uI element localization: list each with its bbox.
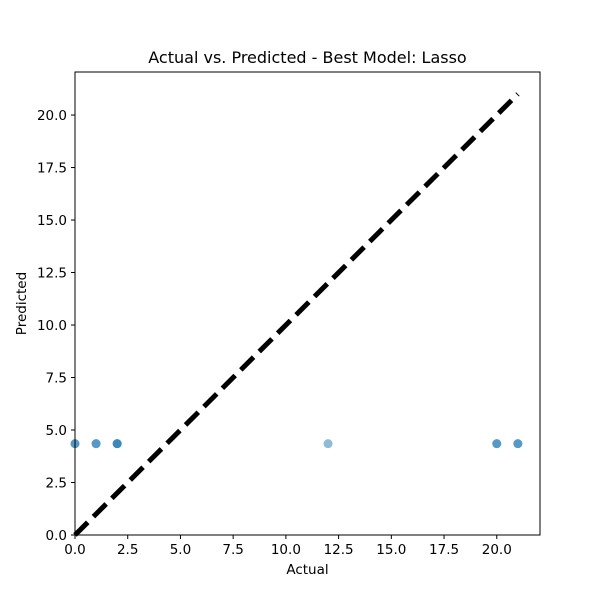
reference-line-group (73, 92, 520, 537)
x-tick-label: 5.0 (170, 542, 191, 558)
x-tick-label: 17.5 (429, 542, 459, 558)
x-tick-label: 15.0 (376, 542, 406, 558)
x-tick-label: 20.0 (482, 542, 512, 558)
data-point (91, 439, 101, 449)
data-points-group (70, 439, 523, 449)
y-axis: 0.0 2.5 5.0 7.5 10.0 12.5 15.0 17.5 20.0 (37, 108, 75, 544)
x-axis: 0.0 2.5 5.0 7.5 10.0 12.5 15.0 17.5 20.0 (64, 535, 512, 558)
chart-title: Actual vs. Predicted - Best Model: Lasso (148, 48, 466, 67)
reference-line (73, 92, 520, 537)
data-point (112, 439, 122, 449)
x-tick-label: 2.5 (117, 542, 138, 558)
y-tick-label: 15.0 (37, 213, 67, 229)
y-tick-label: 17.5 (37, 161, 67, 177)
x-axis-label: Actual (286, 562, 328, 578)
x-tick-label: 0.0 (64, 542, 85, 558)
plot-frame (74, 71, 541, 536)
y-tick-label: 0.0 (46, 528, 67, 544)
y-tick-label: 2.5 (46, 476, 67, 492)
x-tick-label: 7.5 (222, 542, 243, 558)
y-tick-label: 12.5 (37, 266, 67, 282)
data-point (492, 439, 502, 449)
y-tick-label: 10.0 (37, 318, 67, 334)
data-point (323, 439, 333, 449)
x-tick-label: 12.5 (324, 542, 354, 558)
y-tick-label: 7.5 (46, 371, 67, 387)
y-axis-label: Predicted (14, 272, 30, 335)
data-point (513, 439, 523, 449)
y-tick-label: 5.0 (46, 423, 67, 439)
y-tick-label: 20.0 (37, 108, 67, 124)
x-tick-label: 10.0 (271, 542, 301, 558)
